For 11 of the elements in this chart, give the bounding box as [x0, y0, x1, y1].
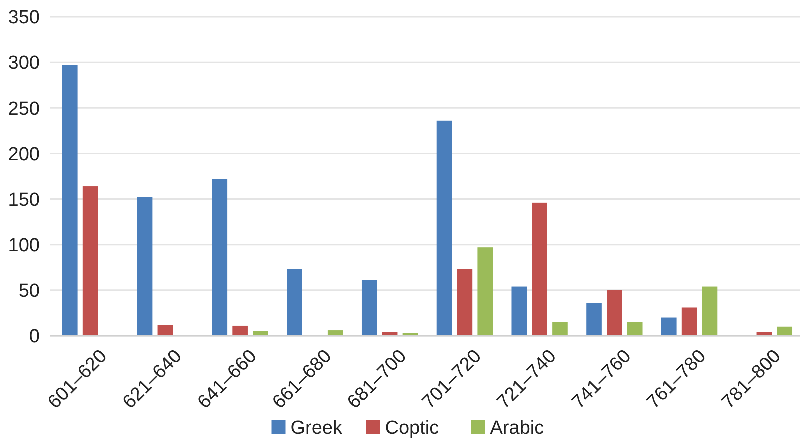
y-tick-label: 350 [8, 8, 40, 29]
y-tick-label: 150 [8, 190, 40, 211]
legend-label: Greek [290, 418, 343, 439]
y-tick-label: 100 [8, 236, 40, 257]
y-tick-label: 0 [29, 326, 40, 348]
y-tick-label: 250 [8, 98, 40, 120]
y-tick-label: 50 [18, 281, 40, 302]
y-tick-label: 300 [8, 53, 40, 74]
legend-label: Arabic [490, 418, 544, 439]
y-tick-label: 200 [8, 144, 40, 166]
legend-label: Coptic [385, 418, 440, 439]
